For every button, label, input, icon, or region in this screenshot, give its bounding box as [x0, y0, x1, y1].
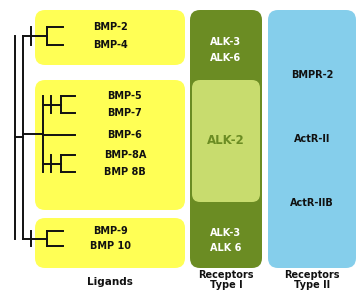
Text: BMP 8B: BMP 8B — [104, 167, 146, 177]
Text: Receptors
Type I: Receptors Type I — [198, 270, 254, 290]
FancyBboxPatch shape — [268, 10, 356, 268]
Text: Ligands: Ligands — [87, 277, 133, 287]
FancyBboxPatch shape — [35, 218, 185, 268]
Text: BMP 10: BMP 10 — [90, 241, 130, 251]
Text: ActR-IIB: ActR-IIB — [290, 198, 334, 208]
FancyBboxPatch shape — [35, 10, 185, 65]
FancyBboxPatch shape — [192, 15, 260, 75]
Text: ALK-2: ALK-2 — [207, 135, 245, 148]
Text: Receptors
Type II: Receptors Type II — [284, 270, 340, 290]
Text: BMP-6: BMP-6 — [108, 130, 142, 140]
Text: BMP-7: BMP-7 — [108, 108, 142, 118]
FancyBboxPatch shape — [192, 210, 260, 264]
Text: ActR-II: ActR-II — [294, 134, 330, 144]
Text: BMP-2: BMP-2 — [93, 22, 127, 32]
Text: BMP-4: BMP-4 — [93, 40, 127, 50]
Text: ALK-3: ALK-3 — [210, 37, 242, 47]
FancyBboxPatch shape — [190, 10, 262, 268]
FancyBboxPatch shape — [192, 80, 260, 202]
Text: ALK-3: ALK-3 — [210, 228, 242, 238]
Text: BMP-9: BMP-9 — [93, 226, 127, 236]
FancyBboxPatch shape — [35, 80, 185, 210]
Text: ALK 6: ALK 6 — [210, 243, 242, 253]
Text: BMPR-2: BMPR-2 — [291, 70, 333, 80]
Text: ALK-6: ALK-6 — [210, 53, 242, 63]
Text: BMP-5: BMP-5 — [108, 91, 142, 101]
Text: BMP-8A: BMP-8A — [104, 150, 146, 160]
